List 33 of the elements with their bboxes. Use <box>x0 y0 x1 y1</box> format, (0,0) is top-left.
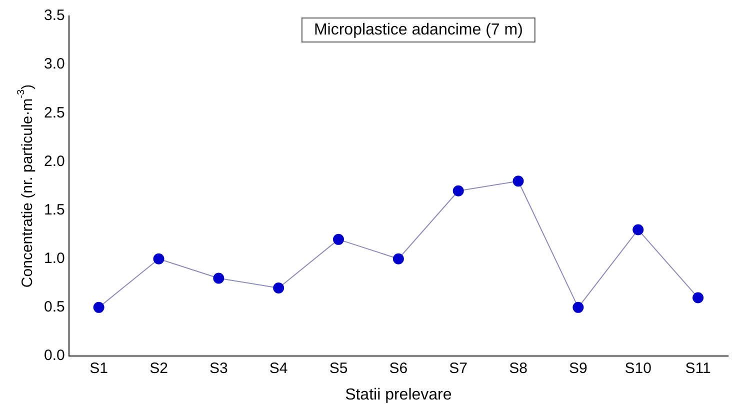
x-tick-label: S1 <box>90 360 108 378</box>
point <box>392 253 404 264</box>
y-tick-label: 2.5 <box>44 104 65 122</box>
x-tick-label: S6 <box>389 360 408 378</box>
y-tick-label: 0.0 <box>44 347 65 364</box>
point <box>153 253 164 264</box>
y-tick-label: 3.0 <box>44 56 65 73</box>
x-axis-title: Statii prelevare <box>345 386 452 404</box>
x-tick-label: S11 <box>685 360 711 378</box>
point <box>273 282 284 294</box>
point <box>692 292 704 304</box>
point <box>632 224 644 236</box>
y-tick-label: 0.5 <box>44 298 65 316</box>
x-tick-label: S9 <box>569 360 588 378</box>
x-tick-label: S7 <box>449 360 468 378</box>
x-tick-label: S10 <box>624 360 652 378</box>
point <box>333 234 344 245</box>
x-tick-label: S2 <box>150 360 168 378</box>
x-tick-label: S5 <box>329 360 348 378</box>
point <box>512 176 524 187</box>
y-tick-label: 3.5 <box>44 7 65 24</box>
point <box>452 185 464 196</box>
y-axis-title: Concentratie (nr. particule·m-3) <box>16 84 36 288</box>
point <box>93 302 104 313</box>
y-tick-label: 1.0 <box>44 250 65 267</box>
y-tick-label: 2.0 <box>44 152 65 170</box>
point <box>213 272 224 284</box>
x-tick-label: S4 <box>269 360 288 378</box>
point <box>572 302 584 313</box>
x-tick-label: S3 <box>209 360 228 378</box>
chart-title: Microplastice adancime (7 m) <box>314 21 523 38</box>
x-tick-label: S8 <box>509 360 528 378</box>
y-tick-label: 1.5 <box>44 201 65 218</box>
